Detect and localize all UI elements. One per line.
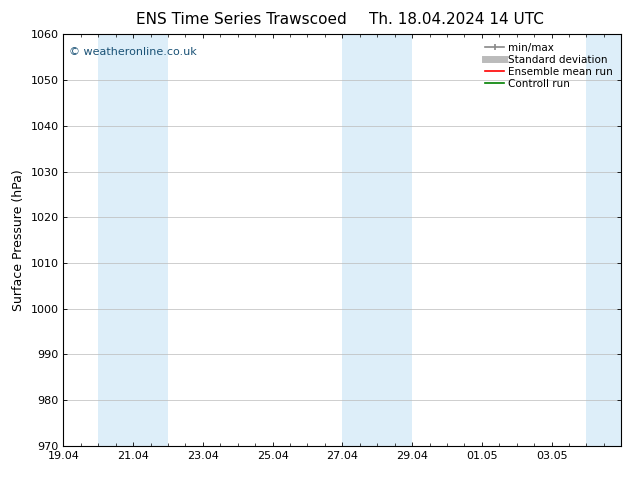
Bar [98,34,133,446]
Text: © weatheronline.co.uk: © weatheronline.co.uk [69,47,197,57]
Bar [586,34,621,446]
Bar [377,34,412,446]
Bar [342,34,377,446]
Legend: min/max, Standard deviation, Ensemble mean run, Controll run: min/max, Standard deviation, Ensemble me… [482,40,616,92]
Text: Th. 18.04.2024 14 UTC: Th. 18.04.2024 14 UTC [369,12,544,27]
Text: ENS Time Series Trawscoed: ENS Time Series Trawscoed [136,12,346,27]
Y-axis label: Surface Pressure (hPa): Surface Pressure (hPa) [12,169,25,311]
Bar [133,34,168,446]
